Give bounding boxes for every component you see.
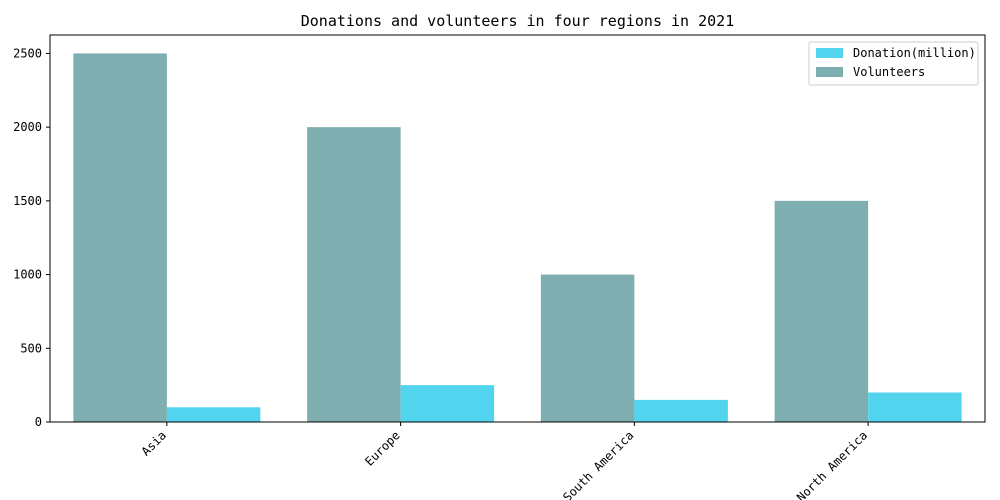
chart-title: Donations and volunteers in four regions… [301, 12, 734, 30]
y-axis: 0 500 1000 1500 2000 2500 [13, 46, 50, 429]
legend-swatch [816, 67, 843, 77]
x-tick-label: Asia [139, 428, 169, 458]
bar-volunteers-north-america [774, 200, 869, 422]
legend-swatch [816, 48, 843, 58]
bar-volunteers-south-america [540, 274, 635, 422]
x-axis: Asia Europe South America North America [139, 422, 870, 500]
plot-frame [49, 34, 986, 423]
y-tick-label: 2500 [13, 46, 42, 60]
y-tick-label: 500 [20, 341, 42, 355]
bar-volunteers-europe [307, 127, 401, 423]
y-tick-label: 2000 [13, 120, 42, 134]
bar-donation-north-america [868, 392, 962, 422]
y-tick-label: 1500 [13, 194, 42, 208]
bar-donation-south-america [634, 399, 728, 422]
y-tick-label: 0 [35, 415, 42, 429]
legend-box [808, 41, 979, 86]
legend-label: Volunteers [853, 65, 925, 79]
legend-label: Donation(million) [853, 46, 976, 60]
x-tick-label: North America [794, 428, 870, 500]
legend: Donation(million) Volunteers [808, 41, 979, 86]
x-tick-label: South America [560, 428, 636, 500]
bar-volunteers-asia [73, 53, 167, 423]
bar-donation-asia [166, 407, 261, 422]
bar-donation-europe [400, 385, 495, 422]
bars [73, 53, 962, 423]
x-tick-label: Europe [362, 428, 403, 469]
y-tick-label: 1000 [13, 268, 42, 282]
